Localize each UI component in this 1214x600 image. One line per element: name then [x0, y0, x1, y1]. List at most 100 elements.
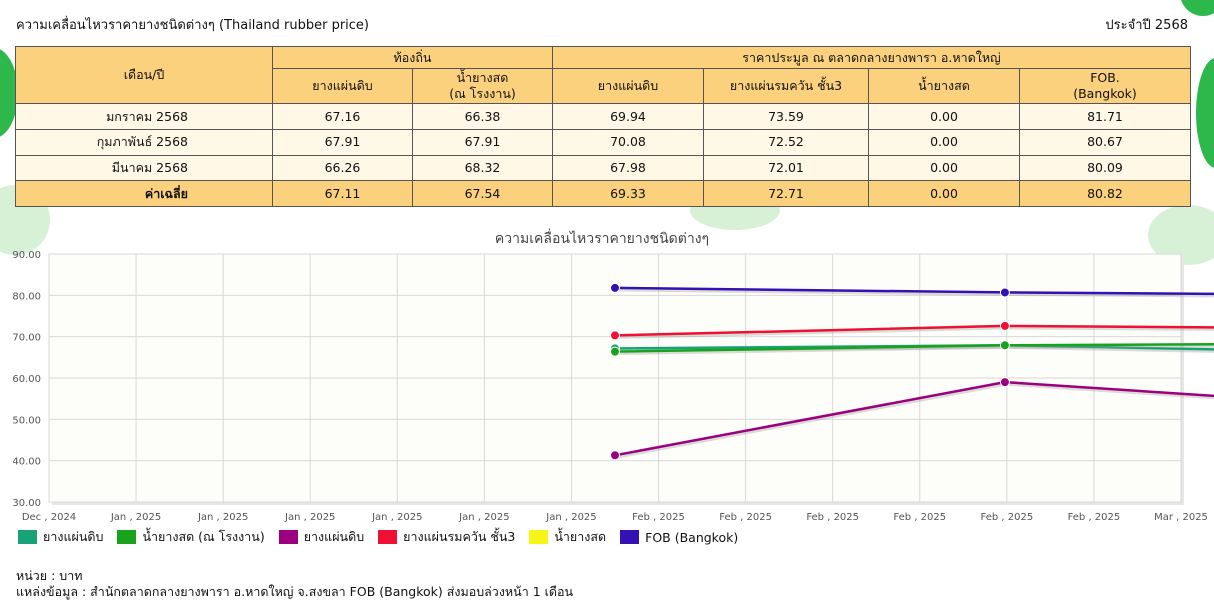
x-tick-label: Mar , 2025	[1154, 512, 1208, 523]
cell-value: 0.00	[868, 128, 1020, 156]
legend-item[interactable]: น้ำยางสด	[529, 527, 606, 547]
price-line-chart: 90.00 80.00 70.00 60.00 50.00 40.00 30.00 Dec ,…	[12, 250, 1214, 523]
header-market-sheet: ยางแผ่นดิบ	[552, 68, 704, 104]
header-fob: FOB. (Bangkok)	[1019, 68, 1191, 104]
header-local-sheet: ยางแผ่นดิบ	[272, 68, 413, 104]
row-month: กุมภาพันธ์ 2568	[15, 128, 273, 156]
cell-value: 0.00	[868, 180, 1020, 207]
legend-label: น้ำยางสด (ณ โรงงาน)	[142, 529, 265, 544]
legend-label: ยางแผ่นรมควัน ชั้น3	[403, 529, 516, 544]
x-tick-label: Feb , 2025	[806, 512, 859, 523]
cell-value: 67.91	[272, 128, 413, 156]
x-tick-label: Jan , 2025	[197, 512, 248, 523]
cell-value: 72.01	[703, 154, 869, 182]
data-point	[610, 282, 620, 293]
row-month: มกราคม 2568	[15, 103, 273, 130]
x-tick-label: Dec , 2024	[22, 512, 76, 523]
cell-value: 69.94	[552, 103, 704, 130]
data-point	[999, 287, 1010, 298]
header-local-latex-line1: น้ำยางสด	[456, 70, 509, 86]
y-tick-label: 50.00	[12, 415, 41, 426]
header-local-latex: น้ำยางสด (ณ โรงงาน)	[412, 68, 553, 104]
data-point	[999, 377, 1010, 388]
data-point	[610, 346, 620, 357]
data-point	[999, 340, 1010, 351]
x-tick-label: Jan , 2025	[284, 512, 335, 523]
price-table: เดือน/ปี ท้องถิ่น ราคาประมูล ณ ตลาดกลางย…	[15, 46, 1191, 207]
x-tick-label: Jan , 2025	[371, 512, 422, 523]
legend-item[interactable]: FOB (Bangkok)	[620, 527, 738, 547]
legend-item[interactable]: น้ำยางสด (ณ โรงงาน)	[117, 527, 265, 547]
legend-swatch	[117, 530, 137, 544]
cell-value: 80.67	[1019, 128, 1191, 156]
cell-value: 67.98	[552, 154, 704, 182]
header-group-market: ราคาประมูล ณ ตลาดกลางยางพารา อ.หาดใหญ่	[552, 46, 1191, 69]
header-group-local: ท้องถิ่น	[272, 46, 553, 69]
x-tick-label: Jan , 2025	[545, 512, 596, 523]
legend-item[interactable]: ยางแผ่นดิบ	[18, 527, 103, 547]
footer: หน่วย : บาท แหล่งข้อมูล : สำนักตลาดกลางย…	[16, 568, 573, 600]
cell-value: 66.26	[272, 154, 413, 182]
header-fob-line1: FOB.	[1090, 70, 1120, 86]
cell-value: 70.08	[552, 128, 704, 156]
cell-value: 68.32	[412, 154, 553, 182]
y-tick-label: 30.00	[12, 498, 41, 509]
decor-leaf	[0, 48, 18, 138]
x-tick-label: Feb , 2025	[980, 512, 1033, 523]
legend-item[interactable]: ยางแผ่นดิบ	[278, 527, 365, 547]
header-fob-line2: (Bangkok)	[1073, 86, 1137, 101]
table-row: กุมภาพันธ์ 2568 67.91 67.91 70.08 72.52 …	[15, 128, 1191, 156]
header-local-latex-line2: (ณ โรงงาน)	[449, 86, 516, 101]
legend-swatch	[620, 530, 640, 544]
legend-swatch	[529, 530, 549, 544]
legend-swatch	[18, 530, 37, 544]
x-tick-label: Feb , 2025	[632, 512, 685, 523]
legend-item[interactable]: ยางแผ่นรมควัน ชั้น3	[378, 527, 515, 547]
cell-value: 73.59	[703, 103, 869, 130]
y-tick-label: 70.00	[12, 333, 41, 344]
chart-legend: ยางแผ่นดิบ น้ำยางสด (ณ โรงงาน) ยางแผ่นดิบ ย…	[18, 527, 752, 547]
table-row-average: ค่าเฉลี่ย 67.11 67.54 69.33 72.71 0.00 8…	[15, 180, 1191, 207]
x-tick-label: Feb , 2025	[1068, 512, 1121, 523]
header-month: เดือน/ปี	[15, 46, 273, 104]
cell-value: 69.33	[552, 180, 704, 207]
y-tick-label: 40.00	[12, 457, 41, 468]
x-tick-label: Jan , 2025	[458, 512, 509, 523]
table-row: มีนาคม 2568 66.26 68.32 67.98 72.01 0.00…	[15, 154, 1191, 182]
chart-title: ความเคลื่อนไหวราคายางชนิดต่างๆ	[494, 231, 710, 247]
row-month: มีนาคม 2568	[15, 154, 273, 182]
cell-value: 72.52	[703, 128, 869, 156]
legend-label: น้ำยางสด	[554, 529, 607, 544]
cell-value: 67.54	[412, 180, 553, 207]
y-tick-label: 90.00	[12, 250, 41, 261]
data-point	[610, 330, 620, 341]
row-average-label: ค่าเฉลี่ย	[15, 180, 273, 207]
y-tick-label: 80.00	[12, 291, 41, 302]
x-tick-label: Feb , 2025	[893, 512, 946, 523]
legend-swatch	[278, 530, 298, 544]
header-market-rss3: ยางแผ่นรมควัน ชั้น3	[703, 68, 869, 104]
x-tick-label: Jan , 2025	[110, 512, 161, 523]
unit-note: หน่วย : บาท	[16, 568, 83, 583]
legend-swatch	[378, 530, 398, 544]
legend-label: ยางแผ่นดิบ	[43, 529, 104, 544]
decor-leaf	[1196, 58, 1214, 168]
cell-value: 0.00	[868, 103, 1020, 130]
cell-value: 80.82	[1019, 180, 1191, 207]
legend-label: FOB (Bangkok)	[645, 529, 739, 545]
source-note: แหล่งข้อมูล : สำนักตลาดกลางยางพารา อ.หาด…	[16, 584, 574, 599]
table-row: มกราคม 2568 67.16 66.38 69.94 73.59 0.00…	[15, 103, 1191, 130]
x-tick-label: Feb , 2025	[719, 512, 772, 523]
cell-value: 80.09	[1019, 154, 1191, 182]
cell-value: 66.38	[412, 103, 553, 130]
page-title: ความเคลื่อนไหวราคายางชนิดต่างๆ (Thailand…	[16, 18, 369, 33]
cell-value: 72.71	[703, 180, 869, 207]
legend-label: ยางแผ่นดิบ	[303, 529, 365, 544]
y-tick-label: 60.00	[12, 374, 41, 385]
cell-value: 0.00	[868, 154, 1020, 182]
cell-value: 67.11	[272, 180, 413, 207]
year-label: ประจำปี 2568	[1105, 18, 1188, 33]
data-point	[999, 320, 1010, 331]
data-point	[610, 450, 620, 461]
cell-value: 67.91	[412, 128, 553, 156]
